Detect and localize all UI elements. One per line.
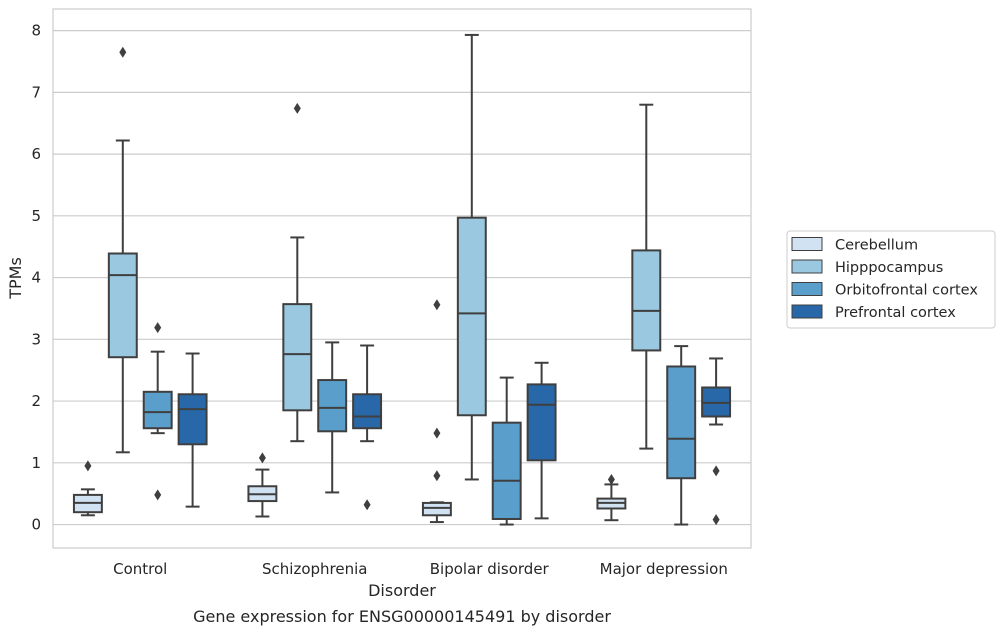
- legend-items: Cerebellum Hipppocampus Orbitofrontal cort…: [791, 237, 978, 321]
- legend: Cerebellum Hipppocampus Orbitofrontal cort…: [786, 230, 996, 329]
- box-iqr: [631, 249, 662, 352]
- box-cerebellum: [596, 473, 627, 522]
- outlier-point: [433, 470, 441, 482]
- outlier-point: [258, 452, 266, 464]
- box-orbitofrontal-cortex: [491, 376, 522, 526]
- legend-frame: [786, 230, 996, 329]
- x-axis-ticks: Control Schizophrenia Bipolar disorder Majo…: [113, 560, 728, 578]
- box-iqr: [177, 393, 208, 446]
- box-orbitofrontal-cortex: [142, 322, 173, 501]
- box-hipppocampus: [631, 103, 662, 450]
- box-hipppocampus: [456, 33, 487, 481]
- box-iqr: [666, 365, 697, 480]
- outlier-point: [84, 460, 92, 472]
- box-iqr: [456, 216, 487, 417]
- legend-swatch: [791, 259, 823, 274]
- legend-swatch: [791, 304, 823, 319]
- x-tick-label: Major depression: [600, 560, 728, 578]
- legend-swatch: [791, 237, 823, 251]
- box-orbitofrontal-cortex: [317, 341, 348, 494]
- box-hipppocampus: [107, 46, 138, 454]
- plot-frame: [52, 8, 752, 549]
- outlier-point: [293, 102, 301, 114]
- legend-label: Hipppocampus: [835, 260, 943, 276]
- box-iqr: [107, 252, 138, 359]
- y-tick-label: 7: [31, 83, 41, 101]
- outlier-point: [154, 322, 162, 334]
- box-prefrontal-cortex: [701, 357, 732, 526]
- box-prefrontal-cortex: [177, 352, 208, 508]
- box-prefrontal-cortex: [352, 344, 383, 511]
- x-tick-label: Control: [113, 560, 167, 578]
- outlier-point: [363, 499, 371, 511]
- box-orbitofrontal-cortex: [666, 345, 697, 526]
- legend-label: Cerebellum: [835, 238, 918, 254]
- y-tick-label: 6: [31, 145, 41, 163]
- box-iqr: [491, 421, 522, 520]
- y-axis-label: TPMs: [6, 257, 25, 300]
- y-axis-ticks: 0 1 2 3 4 5 6 7 8: [31, 22, 41, 534]
- outlier-point: [433, 299, 441, 311]
- y-tick-label: 3: [31, 330, 41, 348]
- x-tick-label: Bipolar disorder: [430, 560, 550, 578]
- box-iqr: [526, 383, 557, 462]
- outlier-point: [154, 489, 162, 501]
- box-hipppocampus: [282, 102, 313, 443]
- outlier-point: [433, 427, 441, 439]
- outlier-point: [712, 514, 720, 526]
- box-cerebellum: [421, 299, 452, 524]
- y-tick-label: 0: [31, 516, 41, 534]
- chart-caption: Gene expression for ENSG00000145491 by d…: [193, 607, 611, 626]
- outlier-point: [119, 46, 127, 58]
- legend-swatch: [791, 282, 823, 296]
- y-tick-label: 2: [31, 392, 41, 410]
- y-tick-label: 4: [31, 269, 41, 287]
- box-iqr: [142, 390, 173, 430]
- box-cerebellum: [72, 460, 103, 517]
- box-iqr: [352, 393, 383, 430]
- box-iqr: [282, 303, 313, 412]
- box-cerebellum: [247, 452, 278, 518]
- legend-label: Prefrontal cortex: [835, 305, 956, 321]
- x-axis-label: Disorder: [368, 581, 436, 600]
- box-iqr: [317, 379, 348, 433]
- y-tick-label: 5: [31, 207, 41, 225]
- box-prefrontal-cortex: [526, 361, 557, 520]
- box-iqr: [421, 501, 452, 517]
- outlier-point: [712, 465, 720, 477]
- outlier-point: [607, 473, 615, 485]
- legend-label: Orbitofrontal cortex: [835, 283, 978, 299]
- y-tick-label: 1: [31, 454, 41, 472]
- x-tick-label: Schizophrenia: [262, 560, 367, 578]
- box-plot-area: [72, 33, 732, 526]
- y-tick-label: 8: [31, 22, 41, 40]
